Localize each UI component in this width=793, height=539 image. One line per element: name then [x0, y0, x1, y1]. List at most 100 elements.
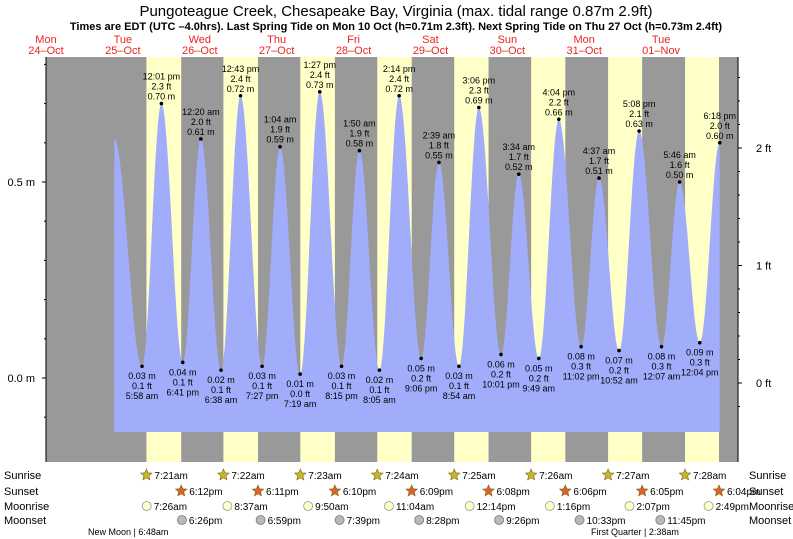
tide-label: 0.1 ft [332, 381, 353, 391]
tide-label: 2.4 ft [310, 70, 331, 80]
tide-label: 9:06 pm [405, 383, 438, 393]
day-label-date: 31–Oct [566, 45, 601, 57]
tide-label: 1:50 am [343, 119, 376, 129]
tide-point [238, 93, 243, 98]
tide-point [697, 340, 702, 345]
sun-moon-rows: Sunrise Sunrise Sunset Sunset Moonrise Moonri… [4, 468, 793, 537]
sunrise-time: 7:27am [616, 471, 649, 482]
tide-label: 2.3 ft [151, 82, 172, 92]
moonrise-time: 2:07pm [636, 502, 669, 513]
tide-label: 2:39 am [423, 130, 456, 140]
tide-label: 5:58 am [126, 391, 159, 401]
day-label-date: 30–Oct [490, 45, 525, 57]
tide-label: 12:04 pm [681, 368, 719, 378]
sunset-time: 6:09pm [420, 487, 453, 498]
sunset-icon [712, 484, 726, 497]
day-label-date: 25–Oct [105, 45, 140, 57]
tide-label: 0.61 m [187, 127, 215, 137]
tide-point [637, 129, 641, 133]
day-labels: Mon24–OctTue25–OctWed26–OctThu27–OctFri2… [28, 34, 680, 57]
sunset-icon [328, 484, 342, 497]
sunset-icon [251, 484, 265, 497]
moonset-icon [655, 515, 666, 525]
tide-label: 3:34 am [503, 142, 536, 152]
tide-label: 1:04 am [264, 115, 297, 125]
row-label-right: Sunset [749, 486, 783, 498]
day-label-dow: Sat [422, 34, 439, 46]
tide-label: 10:01 pm [482, 379, 520, 389]
tide-point [140, 364, 144, 369]
row-label-left: Moonset [4, 515, 46, 527]
tide-label: 0.2 ft [411, 373, 432, 383]
tide-label: 0.2 ft [609, 366, 630, 376]
tide-label: 0.59 m [266, 135, 294, 145]
tide-label: 2.2 ft [549, 97, 570, 107]
moonset-time: 6:26pm [189, 516, 222, 527]
moonset-time: 11:45pm [667, 516, 705, 527]
moonrise-time: 11:04am [396, 502, 434, 513]
moonrise-icon [222, 501, 233, 511]
tide-label: 2.1 ft [629, 109, 650, 119]
left-tick-label: 0.0 m [7, 373, 35, 385]
moonrise-time: 1:16pm [557, 502, 590, 513]
moonset-icon [574, 515, 585, 525]
sunrise-time: 7:26am [539, 471, 572, 482]
tide-label: 7:19 am [284, 399, 317, 409]
tide-label: 0.72 m [385, 84, 413, 94]
tide-label: 0.69 m [465, 96, 493, 106]
moonrise-time: 2:49pm [716, 502, 749, 513]
tide-label: 1.9 ft [349, 129, 370, 139]
tide-point [536, 356, 541, 361]
tide-label: 1.9 ft [270, 125, 291, 135]
tide-point [499, 352, 503, 357]
tide-label: 0.1 ft [252, 381, 273, 391]
tide-point [199, 137, 203, 141]
tide-label: 0.72 m [227, 84, 255, 94]
tide-label: 0.63 m [625, 119, 653, 129]
day-label-date: 26–Oct [182, 45, 217, 57]
moonset-time: 8:28pm [426, 516, 459, 527]
tide-label: 0.08 m [648, 352, 676, 362]
tide-label: 0.60 m [706, 131, 734, 141]
tide-label: 0.1 ft [211, 385, 232, 395]
tide-point [717, 141, 722, 145]
moonrise-icon [703, 501, 714, 511]
moonrise-time: 7:26am [154, 502, 187, 513]
tide-label: 0.3 ft [690, 358, 711, 368]
tide-point [219, 368, 223, 372]
tide-point [659, 344, 664, 349]
day-label-dow: Mon [35, 34, 56, 46]
tide-label: 0.1 ft [132, 381, 153, 391]
day-label-dow: Sun [498, 34, 518, 46]
moonset-time: 7:39pm [347, 516, 380, 527]
tide-point [677, 180, 682, 184]
tide-point [419, 356, 423, 361]
tide-label: 2:14 pm [383, 64, 416, 74]
tide-label: 0.03 m [248, 371, 276, 381]
tide-label: 1.7 ft [589, 156, 610, 166]
tide-label: 12:43 pm [222, 64, 260, 74]
day-label-dow: Fri [347, 34, 360, 46]
tide-label: 7:27 pm [246, 391, 279, 401]
moonrise-icon [624, 501, 635, 511]
tide-label: 0.1 ft [449, 381, 470, 391]
tide-label: 0.03 m [445, 371, 473, 381]
tide-label: 0.1 ft [369, 385, 390, 395]
moonset-time: 10:33pm [587, 516, 626, 527]
tide-label: 0.02 m [207, 375, 235, 385]
tide-label: 0.05 m [525, 363, 553, 373]
sunrise-icon [678, 468, 692, 481]
row-label-right: Moonrise [749, 501, 793, 513]
row-label-left: Moonrise [4, 501, 49, 513]
tide-label: 9:49 am [523, 383, 556, 393]
day-label-date: 27–Oct [259, 45, 294, 57]
tide-label: 0.52 m [505, 162, 533, 172]
day-label-date: 24–Oct [28, 45, 63, 57]
tide-label: 0.58 m [346, 139, 374, 149]
tide-label: 8:54 am [443, 391, 476, 401]
tide-label: 3:06 pm [463, 76, 496, 86]
moon-phase-first-quarter: First Quarter | 2:38am [591, 527, 679, 537]
tide-label: 0.50 m [666, 170, 694, 180]
tide-label: 2.0 ft [710, 121, 731, 131]
